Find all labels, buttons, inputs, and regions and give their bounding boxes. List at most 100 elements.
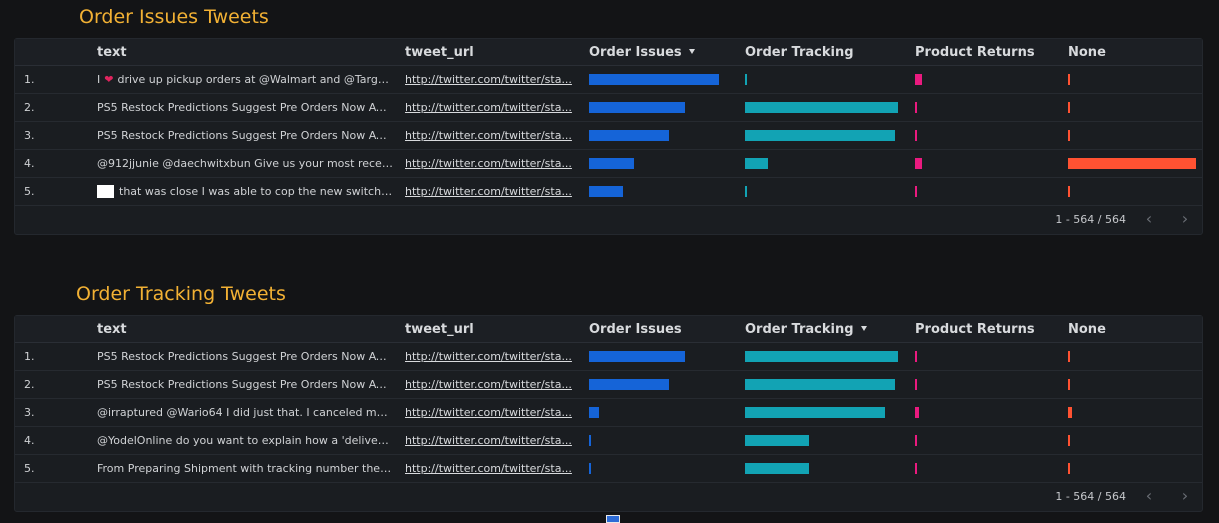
tweet-text-cell: PS5 Restock Predictions Suggest Pre Orde…: [97, 378, 393, 391]
row-number: 1.: [24, 73, 35, 86]
order-tracking-bar: [745, 74, 747, 85]
column-header-label: None: [1068, 45, 1106, 60]
table-title: Order Issues Tweets: [79, 6, 269, 28]
sort-descending-icon[interactable]: [860, 326, 867, 331]
column-header-product-returns[interactable]: Product Returns: [915, 45, 1035, 60]
heart-icon: ❤: [104, 73, 114, 86]
order-tracking-bar: [745, 158, 769, 169]
tweet-url-link[interactable]: http://twitter.com/twitter/sta...: [405, 406, 572, 419]
tweet-text-cell: PS5 Restock Predictions Suggest Pre Orde…: [97, 350, 393, 363]
tweet-text-cell: @irraptured @Wario64 I did just that. I …: [97, 406, 393, 419]
row-number: 5.: [24, 462, 35, 475]
product-returns-bar: [915, 351, 917, 362]
order-issues-bar: [589, 407, 599, 418]
order-tracking-bar: [745, 463, 809, 474]
column-header-tweet-url[interactable]: tweet_url: [405, 45, 474, 60]
product-returns-bar: [915, 186, 917, 197]
tweet-text: @912jjunie @daechwitxbun Give us your mo…: [97, 157, 393, 170]
table-row[interactable]: 5. that was close I was able to cop the n…: [15, 178, 1202, 206]
row-number: 3.: [24, 129, 35, 142]
order-issues-bar: [589, 186, 623, 197]
row-number: 5.: [24, 185, 35, 198]
none-bar: [1068, 102, 1070, 113]
tweet-text: @irraptured @Wario64 I did just that. I …: [97, 406, 393, 419]
column-header-order-tracking[interactable]: Order Tracking: [745, 322, 867, 337]
tweet-url-link[interactable]: http://twitter.com/twitter/sta...: [405, 434, 572, 447]
tweet-url-link[interactable]: http://twitter.com/twitter/sta...: [405, 462, 572, 475]
product-returns-bar: [915, 130, 917, 141]
tweet-text: PS5 Restock Predictions Suggest Pre Orde…: [97, 129, 393, 142]
table-row[interactable]: 1. I ❤ drive up pickup orders at @Walmart a…: [15, 66, 1202, 94]
table-row[interactable]: 2. PS5 Restock Predictions Suggest Pre Or…: [15, 371, 1202, 399]
column-header-label: None: [1068, 322, 1106, 337]
order-issues-bar: [589, 130, 670, 141]
table-row[interactable]: 5. From Preparing Shipment with tracking …: [15, 455, 1202, 483]
product-returns-bar: [915, 407, 920, 418]
sort-descending-icon[interactable]: [688, 49, 695, 54]
none-bar: [1068, 463, 1070, 474]
order-issues-bar: [589, 74, 719, 85]
order-tracking-bar: [745, 435, 809, 446]
order-tracking-bar: [745, 102, 899, 113]
tweet-url-link[interactable]: http://twitter.com/twitter/sta...: [405, 129, 572, 142]
row-number: 4.: [24, 434, 35, 447]
selection-handle[interactable]: [606, 515, 620, 523]
tweet-text-cell: PS5 Restock Predictions Suggest Pre Orde…: [97, 129, 393, 142]
column-header-label: Order Tracking: [745, 322, 854, 337]
column-header-product-returns[interactable]: Product Returns: [915, 322, 1035, 337]
table-row[interactable]: 4. @912jjunie @daechwitxbun Give us your …: [15, 150, 1202, 178]
table-row[interactable]: 1. PS5 Restock Predictions Suggest Pre Or…: [15, 343, 1202, 371]
column-header-label: Order Issues: [589, 45, 682, 60]
tweet-url-link[interactable]: http://twitter.com/twitter/sta...: [405, 73, 572, 86]
column-header-order-tracking[interactable]: Order Tracking: [745, 45, 854, 60]
next-page-icon[interactable]: ›: [1181, 486, 1189, 505]
table-row[interactable]: 3. PS5 Restock Predictions Suggest Pre Or…: [15, 122, 1202, 150]
order-issues-bar: [589, 379, 670, 390]
column-header-order-issues[interactable]: Order Issues: [589, 45, 695, 60]
tweet-url-link[interactable]: http://twitter.com/twitter/sta...: [405, 185, 572, 198]
tweet-url-link[interactable]: http://twitter.com/twitter/sta...: [405, 350, 572, 363]
order-issues-bar: [589, 351, 685, 362]
tweet-url-link[interactable]: http://twitter.com/twitter/sta...: [405, 101, 572, 114]
table-footer: 1 - 564 / 564 ‹ ›: [15, 206, 1202, 234]
row-number: 2.: [24, 378, 35, 391]
product-returns-bar: [915, 158, 922, 169]
tweet-text-cell: PS5 Restock Predictions Suggest Pre Orde…: [97, 101, 393, 114]
column-header-text[interactable]: text: [97, 322, 127, 337]
column-header-text[interactable]: text: [97, 45, 127, 60]
column-header-tweet-url[interactable]: tweet_url: [405, 322, 474, 337]
row-number: 4.: [24, 157, 35, 170]
row-number: 1.: [24, 350, 35, 363]
product-returns-bar: [915, 435, 917, 446]
tweet-text-prefix: I: [97, 73, 101, 86]
product-returns-bar: [915, 379, 917, 390]
table-row[interactable]: 4. @YodelOnline do you want to explain ho…: [15, 427, 1202, 455]
column-header-label: tweet_url: [405, 45, 474, 60]
column-header-none[interactable]: None: [1068, 45, 1106, 60]
order-tracking-bar: [745, 186, 747, 197]
tweets-table: text tweet_url Order Issues Order Tracking P…: [14, 315, 1203, 512]
column-header-none[interactable]: None: [1068, 322, 1106, 337]
previous-page-icon[interactable]: ‹: [1145, 486, 1153, 505]
tweet-text-cell: @YodelOnline do you want to explain how …: [97, 434, 393, 447]
tweet-url-link[interactable]: http://twitter.com/twitter/sta...: [405, 378, 572, 391]
tweet-text: PS5 Restock Predictions Suggest Pre Orde…: [97, 101, 393, 114]
previous-page-icon[interactable]: ‹: [1145, 209, 1153, 228]
next-page-icon[interactable]: ›: [1181, 209, 1189, 228]
order-issues-bar: [589, 463, 591, 474]
row-number: 3.: [24, 406, 35, 419]
redacted-emoji-icon: [97, 185, 114, 198]
order-tracking-bar: [745, 351, 899, 362]
column-header-label: Order Tracking: [745, 45, 854, 60]
product-returns-bar: [915, 74, 922, 85]
column-header-label: Order Issues: [589, 322, 682, 337]
column-header-order-issues[interactable]: Order Issues: [589, 322, 682, 337]
tweet-text: @YodelOnline do you want to explain how …: [97, 434, 393, 447]
table-row[interactable]: 2. PS5 Restock Predictions Suggest Pre Or…: [15, 94, 1202, 122]
tweet-text-cell: I ❤ drive up pickup orders at @Walmart and…: [97, 73, 393, 86]
none-bar: [1068, 158, 1196, 169]
table-row[interactable]: 3. @irraptured @Wario64 I did just that. …: [15, 399, 1202, 427]
tweet-url-link[interactable]: http://twitter.com/twitter/sta...: [405, 157, 572, 170]
column-header-label: Product Returns: [915, 45, 1035, 60]
tweet-text: drive up pickup orders at @Walmart and @…: [117, 73, 393, 86]
